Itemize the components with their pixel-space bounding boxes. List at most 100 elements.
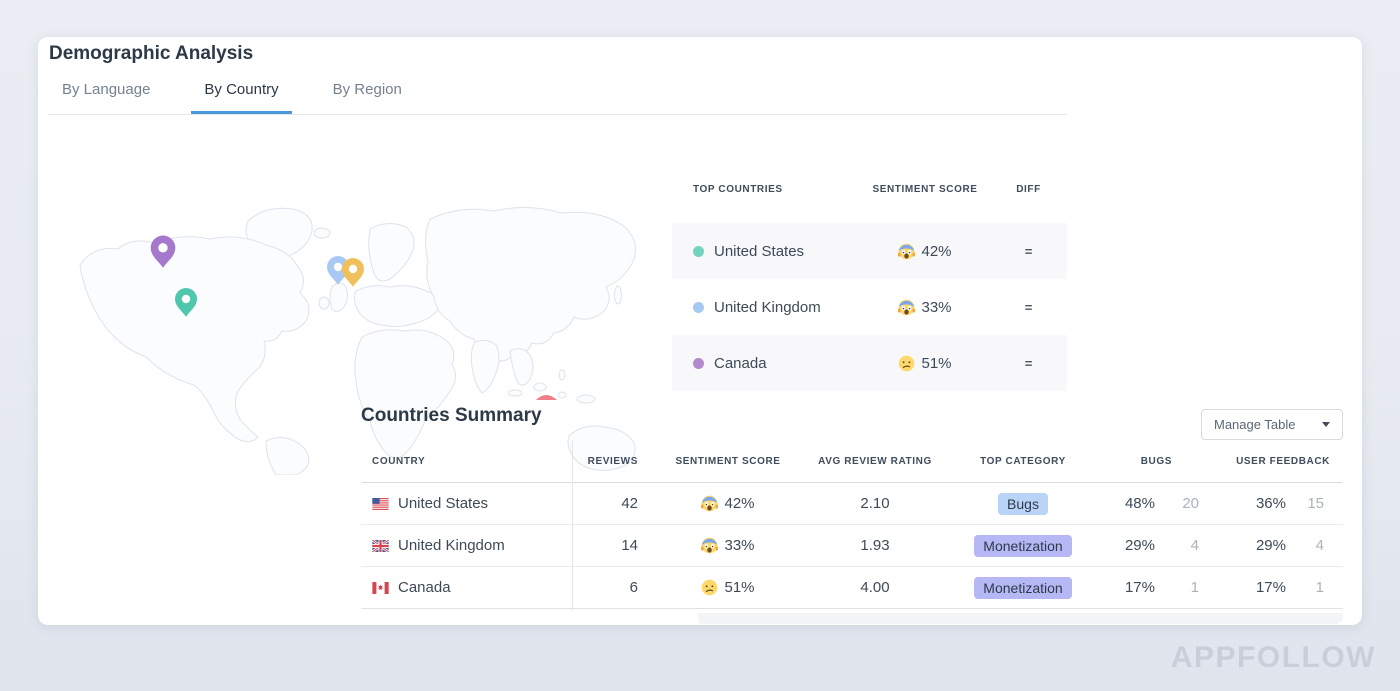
manage-table-label: Manage Table <box>1214 417 1296 432</box>
sentiment-value: 51% <box>921 354 952 372</box>
country-name: United States <box>398 495 489 512</box>
reviews-header-label: REVIEWS <box>587 455 638 467</box>
country-name: Canada <box>398 579 451 596</box>
map-japan <box>614 285 622 305</box>
sentiment-value: 42% <box>724 495 755 512</box>
map-scandinavia <box>368 223 415 282</box>
summary-table-row[interactable]: United States 42 42% 2.10 Bugs 48% 20 36… <box>361 483 1343 525</box>
demographic-analysis-card: Demographic Analysis By Language By Coun… <box>38 37 1362 625</box>
tab-by-language[interactable]: By Language <box>62 81 151 98</box>
feedback-count: 1 <box>1315 579 1324 596</box>
confused-face-icon <box>701 579 718 596</box>
map-new-guinea <box>576 394 596 404</box>
map-africa <box>354 329 456 459</box>
diff-value: = <box>1024 243 1033 259</box>
summary-table-row[interactable]: United Kingdom 14 33% 1.93 Monetization … <box>361 525 1343 567</box>
map-pin-united-states[interactable] <box>175 288 197 317</box>
map-south-america <box>265 437 310 476</box>
country-cell: United States <box>361 495 572 512</box>
screaming-face-icon <box>701 537 719 554</box>
country-cell: United Kingdom <box>672 299 860 316</box>
category-badge: Monetization <box>974 534 1072 557</box>
bugs-count: 20 <box>1182 495 1199 512</box>
bugs-percent: 48% <box>1124 495 1155 512</box>
ca-flag-icon <box>372 581 389 594</box>
screaming-face-icon <box>898 243 916 260</box>
map-sulawesi <box>557 391 567 399</box>
top-category-cell: Monetization <box>944 576 1102 599</box>
diff-value: = <box>1024 299 1033 315</box>
sentiment-value: 33% <box>921 298 952 316</box>
top-countries-header-label: TOP COUNTRIES <box>693 184 783 195</box>
country-cell: Canada <box>361 579 572 596</box>
horizontal-scrollbar-track[interactable] <box>698 613 1343 624</box>
avg-rating-header-label: AVG REVIEW RATING <box>818 455 932 467</box>
screaming-face-icon <box>701 495 719 512</box>
map-pin-netherlands[interactable] <box>342 258 364 287</box>
user-feedback-cell: 17% 1 <box>1204 579 1343 596</box>
bugs-cell: 29% 4 <box>1102 537 1204 554</box>
map-ireland <box>318 296 330 310</box>
top-country-row[interactable]: Canada 51% = <box>672 335 1067 391</box>
tab-bar-divider <box>49 114 1067 115</box>
bugs-percent: 29% <box>1124 537 1155 554</box>
country-name: United Kingdom <box>714 298 821 316</box>
manage-table-dropdown[interactable]: Manage Table <box>1201 409 1343 440</box>
user-feedback-cell: 29% 4 <box>1204 537 1343 554</box>
user-feedback-header-label: USER FEEDBACK <box>1236 455 1330 467</box>
bugs-count: 1 <box>1190 579 1199 596</box>
top-countries-rows: United States 42% = United Kingdom 33% =… <box>672 223 1067 391</box>
map-pin-united-kingdom[interactable] <box>327 256 349 285</box>
sentiment-value: 42% <box>921 242 952 260</box>
top-category-cell: Monetization <box>944 534 1102 557</box>
world-map <box>70 195 645 476</box>
caret-down-icon <box>1322 422 1330 427</box>
top-countries-table: TOP COUNTRIES SENTIMENT SCORE DIFF Unite… <box>672 183 1067 391</box>
map-europe <box>353 285 441 328</box>
bugs-percent: 17% <box>1124 579 1155 596</box>
map-iceland <box>313 227 331 239</box>
top-country-row[interactable]: United Kingdom 33% = <box>672 279 1067 335</box>
sentiment-header-label: SENTIMENT SCORE <box>675 455 781 467</box>
map-pin-canada[interactable] <box>150 235 176 268</box>
sentiment-cell: 51% <box>650 579 806 596</box>
map-asia <box>424 206 636 362</box>
feedback-count: 15 <box>1307 495 1324 512</box>
category-badge: Monetization <box>974 576 1072 599</box>
diff-value: = <box>1024 355 1033 371</box>
map-se-asia <box>509 348 534 386</box>
map-australia <box>567 425 636 471</box>
map-borneo <box>533 382 547 392</box>
tab-by-region[interactable]: By Region <box>332 81 402 98</box>
reviews-value: 42 <box>621 495 638 512</box>
map-philippines <box>558 369 566 381</box>
countries-summary-title: Countries Summary <box>361 405 542 426</box>
top-country-row[interactable]: United States 42% = <box>672 223 1067 279</box>
summary-table-rows: United States 42 42% 2.10 Bugs 48% 20 36… <box>361 483 1343 609</box>
page-title: Demographic Analysis <box>49 43 254 64</box>
tab-bar: By Language By Country By Region <box>49 81 443 114</box>
avg-rating-value: 4.00 <box>860 579 890 596</box>
country-name: Canada <box>714 354 767 372</box>
country-name: United Kingdom <box>398 537 505 554</box>
map-north-america <box>79 236 310 443</box>
confused-face-icon <box>898 355 915 372</box>
country-dot-icon <box>693 245 704 257</box>
reviews-value: 6 <box>629 579 638 596</box>
bugs-count: 4 <box>1190 537 1199 554</box>
map-uk <box>329 282 349 313</box>
country-cell: Canada <box>672 355 860 372</box>
bugs-header-label: BUGS <box>1140 455 1172 467</box>
avg-rating-value: 1.93 <box>860 537 890 554</box>
feedback-percent: 36% <box>1255 495 1286 512</box>
world-map-svg <box>79 206 636 476</box>
screaming-face-icon <box>898 299 916 316</box>
sentiment-score-header-label: SENTIMENT SCORE <box>872 184 978 195</box>
tab-by-country[interactable]: By Country <box>191 81 292 114</box>
country-dot-icon <box>693 301 704 313</box>
country-header-label: COUNTRY <box>372 455 426 467</box>
avg-rating-value: 2.10 <box>860 495 890 512</box>
summary-table-row[interactable]: Canada 6 51% 4.00 Monetization 17% 1 17%… <box>361 567 1343 609</box>
country-cell: United States <box>672 243 860 260</box>
country-dot-icon <box>693 357 704 369</box>
